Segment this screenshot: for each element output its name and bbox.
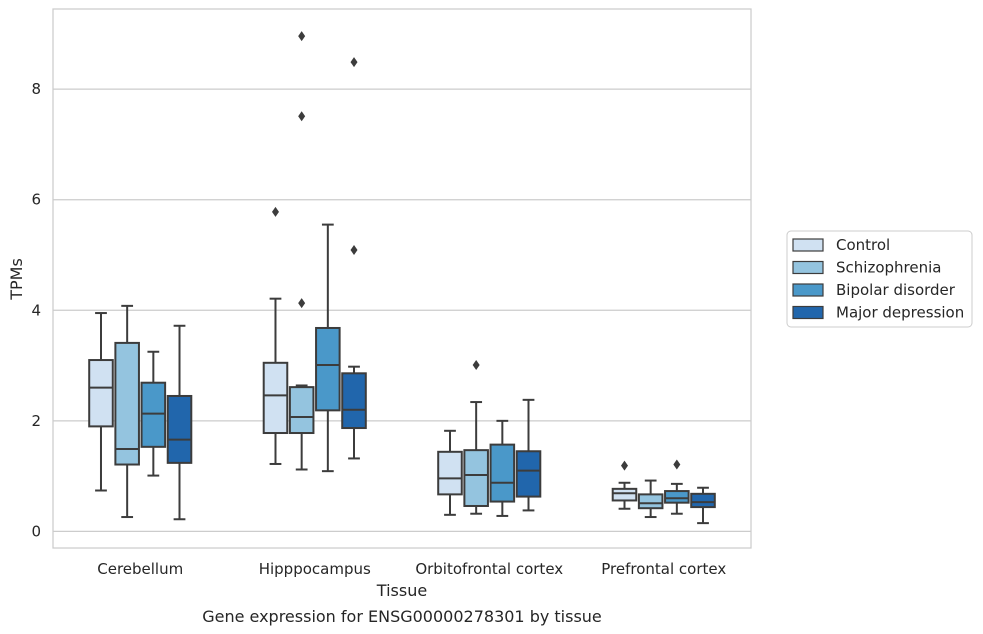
box-group: [166, 324, 193, 521]
box-iqr: [437, 450, 463, 496]
legend-frame: [786, 230, 973, 328]
box-group: [515, 398, 542, 512]
box-group: [114, 304, 140, 519]
x-axis-ticks: Cerebellum Hipppocampus Orbitofrontal cort…: [97, 560, 726, 578]
x-tick-label: Hipppocampus: [259, 560, 371, 578]
box-group: [637, 479, 664, 519]
boxes: [88, 31, 716, 525]
outlier-point: [620, 460, 628, 471]
box-group: [288, 31, 315, 471]
box-iqr: [288, 386, 315, 435]
x-axis-label: Tissue: [376, 581, 427, 600]
box-iqr: [114, 341, 140, 466]
box-iqr: [611, 487, 638, 502]
box-iqr: [489, 443, 516, 503]
y-tick-label: 8: [31, 80, 41, 98]
box-iqr: [637, 493, 664, 510]
box-group: [664, 459, 690, 515]
x-tick-label: Cerebellum: [97, 560, 183, 578]
outlier-point: [298, 298, 306, 309]
box-iqr: [341, 372, 367, 430]
outlier-point: [673, 459, 681, 470]
box-iqr: [463, 449, 489, 507]
box-iqr: [690, 492, 716, 509]
outlier-point: [298, 31, 306, 42]
legend-swatch: [792, 238, 824, 252]
y-tick-label: 0: [31, 522, 41, 540]
legend: Control Schizophrenia Bipolar disorder Majo…: [786, 230, 973, 328]
y-tick-label: 2: [31, 412, 41, 430]
legend-label: Control: [836, 236, 890, 254]
legend-label: Bipolar disorder: [836, 281, 956, 299]
y-tick-label: 6: [31, 191, 41, 209]
y-axis-ticks: 0 2 4 6 8: [31, 80, 41, 540]
box-group: [140, 350, 167, 477]
box-iqr: [166, 394, 193, 464]
box-group: [262, 206, 289, 465]
x-tick-label: Prefrontal cortex: [601, 560, 726, 578]
box-group: [489, 419, 516, 517]
box-group: [315, 223, 341, 473]
box-group: [690, 486, 716, 525]
plot-frame: [52, 8, 752, 549]
box-iqr: [262, 361, 289, 435]
legend-swatch: [792, 260, 824, 275]
box-group: [341, 57, 367, 460]
box-iqr: [88, 359, 114, 428]
gridlines: [53, 88, 751, 533]
legend-swatch: [792, 283, 824, 297]
legend-label: Major depression: [836, 304, 964, 322]
box-group: [463, 360, 489, 515]
box-iqr: [140, 381, 167, 448]
y-tick-label: 4: [31, 301, 41, 319]
legend-label: Schizophrenia: [836, 259, 941, 277]
x-tick-label: Orbitofrontal cortex: [415, 560, 563, 578]
box-iqr: [664, 490, 690, 504]
outlier-point: [350, 245, 358, 256]
legend-swatch: [792, 305, 824, 320]
box-group: [611, 460, 638, 510]
box-iqr: [315, 326, 341, 412]
box-iqr: [515, 450, 542, 498]
box-group: [88, 312, 114, 492]
y-axis-label: TPMs: [7, 258, 26, 301]
outlier-point: [472, 360, 480, 371]
outlier-point: [271, 206, 279, 217]
outlier-point: [298, 111, 306, 122]
box-group: [437, 429, 463, 516]
outlier-point: [350, 57, 358, 68]
chart-title: Gene expression for ENSG00000278301 by t…: [202, 607, 602, 626]
